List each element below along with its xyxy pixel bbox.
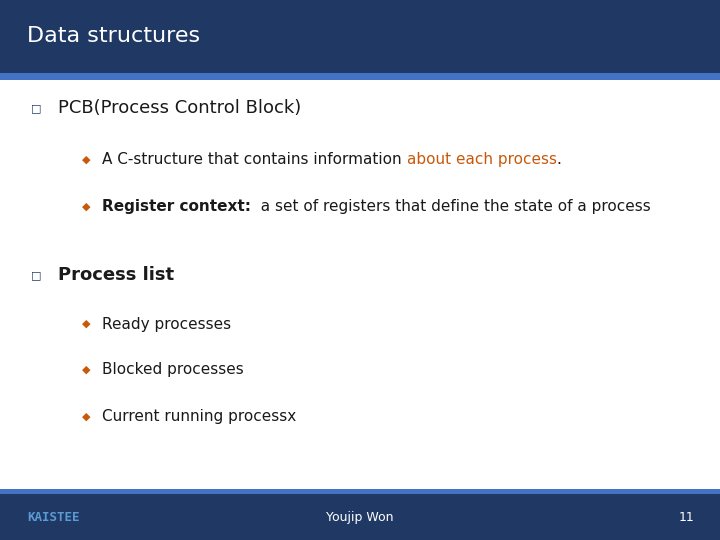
Bar — [0, 489, 720, 494]
Bar — [0, 0, 720, 73]
Text: ◆: ◆ — [82, 412, 91, 422]
Text: ◆: ◆ — [82, 365, 91, 375]
Text: A C-structure that contains information: A C-structure that contains information — [102, 152, 407, 167]
Text: Blocked processes: Blocked processes — [102, 362, 244, 377]
Text: □: □ — [31, 103, 41, 113]
Bar — [0, 494, 720, 540]
Text: Register context:: Register context: — [102, 199, 251, 214]
Text: Current running processx: Current running processx — [102, 409, 297, 424]
Text: Ready processes: Ready processes — [102, 316, 231, 332]
Text: PCB(Process Control Block): PCB(Process Control Block) — [58, 99, 301, 117]
Text: a set of registers that define the state of a process: a set of registers that define the state… — [251, 199, 651, 214]
Text: ◆: ◆ — [82, 319, 91, 329]
Text: Youjip Won: Youjip Won — [326, 510, 394, 524]
Text: ◆: ◆ — [82, 154, 91, 164]
Text: Process list: Process list — [58, 266, 174, 285]
Text: ◆: ◆ — [82, 201, 91, 211]
Text: KAISTEE: KAISTEE — [27, 510, 80, 524]
Text: about each process: about each process — [407, 152, 557, 167]
Text: 11: 11 — [679, 510, 695, 524]
Bar — [0, 73, 720, 80]
Text: .: . — [557, 152, 562, 167]
Text: □: □ — [31, 271, 41, 280]
Text: Data structures: Data structures — [27, 26, 200, 46]
